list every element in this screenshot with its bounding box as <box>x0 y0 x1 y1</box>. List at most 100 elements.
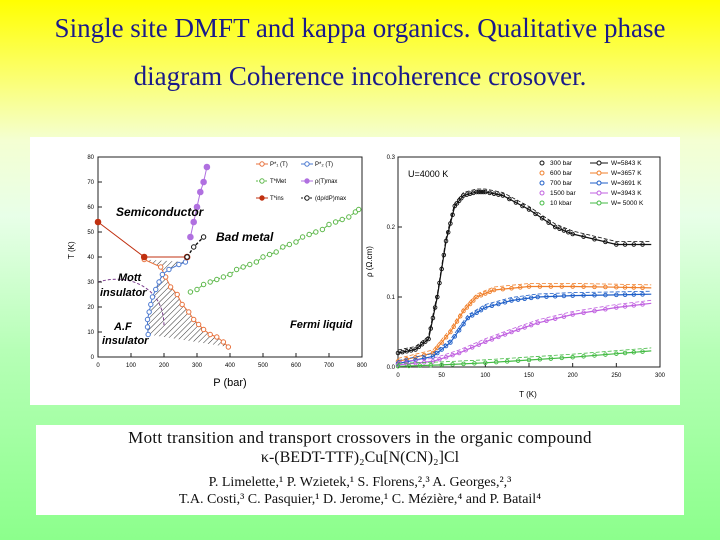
phase-diagram-series <box>94 163 362 350</box>
rho-point-2 <box>614 292 619 298</box>
series-point-2 <box>266 251 273 258</box>
rho-point-0 <box>592 236 597 242</box>
rho-legend-model-label: W=3943 K <box>611 190 642 197</box>
rho-point-2 <box>528 295 534 301</box>
rho-point-2 <box>592 292 597 298</box>
left-xtick-label: 100 <box>126 363 137 369</box>
rho-point-0 <box>445 229 451 235</box>
rho-legend-model-marker <box>596 180 602 186</box>
rho-point-4 <box>395 364 401 369</box>
rho-point-0 <box>539 215 545 221</box>
rho-point-1 <box>526 284 532 289</box>
rho-point-1 <box>448 329 453 335</box>
rho-point-4 <box>494 359 499 365</box>
rho-point-0 <box>413 347 418 352</box>
series-point-2 <box>339 216 345 223</box>
region-label-fermi-liquid: Fermi liquid <box>290 319 353 331</box>
rho-point-4 <box>439 362 444 368</box>
rho-point-2 <box>456 327 462 333</box>
rho-point-0 <box>456 198 462 204</box>
rho-point-0 <box>400 349 405 355</box>
rho-point-0 <box>459 195 464 201</box>
rho-point-3 <box>552 316 558 321</box>
rho-point-1 <box>614 284 619 290</box>
rho-legend-marker <box>539 160 545 166</box>
rho-point-0 <box>557 226 562 231</box>
rho-point-4 <box>592 353 597 358</box>
series-point-2 <box>253 259 260 265</box>
series-point-2 <box>273 249 279 255</box>
right-annotation: U=4000 K <box>408 169 448 179</box>
right-ytick-label: 0.0 <box>387 365 396 371</box>
rho-point-0 <box>408 348 414 353</box>
rho-point-2 <box>496 301 501 307</box>
left-xlabel: P (bar) <box>213 377 246 389</box>
rho-legend-label: 600 bar <box>550 170 573 177</box>
rho-legend-model-label: W=3691 K <box>611 180 642 187</box>
rho-point-3 <box>483 339 488 345</box>
series-point-2 <box>286 241 293 248</box>
rho-point-1 <box>471 298 476 303</box>
rho-point-0 <box>640 242 645 247</box>
rho-point-1 <box>457 313 463 319</box>
rho-line-1 <box>397 285 652 362</box>
rho-model-line-4 <box>397 347 652 364</box>
resistivity-plot: 0 50 100 150 200 250 300 0.0 0.1 0.2 0.3 T (K) ρ (… <box>365 155 666 399</box>
series-point-2 <box>326 221 332 228</box>
rho-point-3 <box>469 345 475 350</box>
rho-point-2 <box>435 350 440 356</box>
rho-legend-label: 10 kbar <box>550 200 573 207</box>
rho-point-3 <box>561 314 567 319</box>
right-ytick-label: 0.3 <box>387 155 396 161</box>
rho-point-1 <box>559 284 565 289</box>
rho-point-0 <box>480 189 486 195</box>
rho-point-1 <box>487 289 492 294</box>
rho-point-2 <box>631 292 637 297</box>
rho-point-0 <box>435 294 440 300</box>
left-ytick-label: 50 <box>87 230 94 236</box>
series-point-0 <box>195 321 202 328</box>
rho-point-2 <box>552 294 558 299</box>
rho-point-3 <box>528 322 534 328</box>
rho-point-4 <box>461 361 466 367</box>
rho-point-1 <box>413 354 418 360</box>
rho-point-0 <box>437 280 442 286</box>
rho-point-2 <box>561 293 567 299</box>
rho-point-2 <box>515 297 521 302</box>
rho-point-0 <box>561 228 567 233</box>
rho-point-4 <box>428 362 434 368</box>
series-point-0 <box>220 339 227 345</box>
rho-point-2 <box>469 313 475 318</box>
left-ytick-label: 30 <box>87 280 94 286</box>
rho-point-2 <box>489 303 495 308</box>
series-point-3 <box>190 218 197 226</box>
rho-point-3 <box>535 320 540 326</box>
series-point-2 <box>313 229 319 235</box>
series-point-1 <box>149 294 156 300</box>
rho-point-1 <box>640 285 645 290</box>
rho-point-1 <box>581 284 586 289</box>
rho-point-3 <box>456 350 462 356</box>
rho-legend-label: 300 bar <box>550 160 573 167</box>
rho-line-2 <box>397 293 652 365</box>
rho-point-2 <box>640 292 645 297</box>
rho-model-line-1 <box>397 283 652 359</box>
series-point-0 <box>158 264 164 270</box>
rho-point-3 <box>502 332 508 337</box>
rho-legend-label: 700 bar <box>550 180 573 187</box>
rho-point-1 <box>435 345 440 350</box>
rho-point-3 <box>640 302 645 307</box>
paper-authors-line1: P. Limelette,¹ P. Wzietek,¹ S. Florens,²… <box>208 475 512 490</box>
legend-swatch-marker <box>304 195 310 201</box>
rho-point-2 <box>452 334 458 339</box>
legend-swatch-marker <box>304 178 310 184</box>
rho-legend-model-marker <box>596 200 602 206</box>
af-boundary <box>97 278 165 328</box>
rho-point-3 <box>450 352 455 358</box>
right-xtick-label: 50 <box>438 373 445 379</box>
region-label-bad-metal: Bad metal <box>216 230 274 244</box>
series-point-0 <box>207 331 213 338</box>
series-point-3 <box>193 203 201 211</box>
paper-reference: Mott transition and transport crossovers… <box>36 425 684 515</box>
rho-point-3 <box>631 303 637 308</box>
